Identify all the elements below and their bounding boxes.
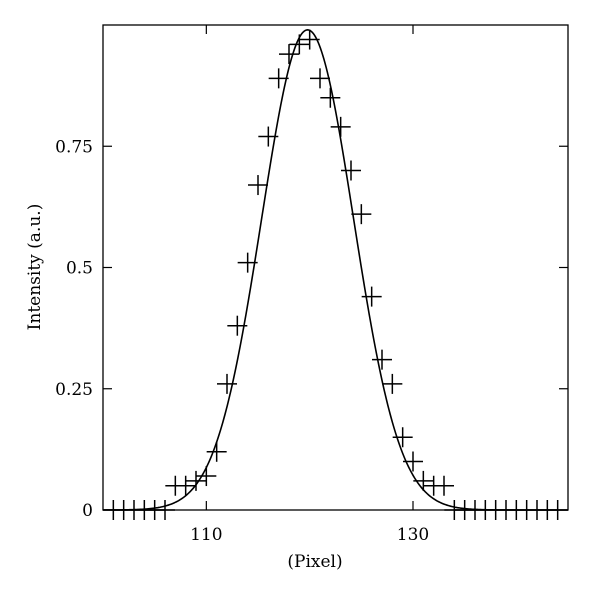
data-point-marker (351, 204, 372, 225)
data-point-marker (206, 441, 227, 462)
x-tick-label: 130 (397, 525, 429, 545)
y-axis-label: Intensity (a.u.) (25, 204, 45, 331)
data-point-marker (227, 315, 248, 336)
y-tick-label: 0.75 (55, 137, 93, 157)
data-point-marker (547, 500, 568, 520)
data-point-marker (403, 451, 423, 472)
y-tick-label: 0.5 (66, 259, 93, 279)
x-axis-label: (Pixel) (287, 552, 342, 572)
data-markers (103, 29, 568, 520)
data-point-marker (258, 126, 279, 147)
data-point-marker (310, 68, 330, 89)
data-point-marker (186, 470, 206, 491)
data-point-marker (155, 500, 175, 520)
data-point-marker (361, 286, 382, 307)
data-point-marker (434, 475, 454, 496)
data-point-marker (330, 116, 351, 137)
data-point-marker (175, 475, 196, 496)
data-point-marker (320, 87, 341, 108)
data-point-marker (392, 427, 413, 448)
data-point-marker (248, 175, 268, 196)
data-point-marker (341, 160, 361, 181)
y-tick-label: 0 (82, 501, 93, 521)
data-point-marker (196, 466, 217, 487)
x-tick-label: 110 (190, 525, 222, 545)
data-point-marker (299, 29, 320, 50)
axis-tick-labels: 110 130 0 0.25 0.5 0.75 (55, 137, 429, 545)
data-point-marker (289, 34, 310, 55)
data-point-marker (372, 349, 392, 370)
data-point-marker (268, 68, 289, 89)
data-point-marker (237, 252, 258, 273)
y-tick-label: 0.25 (55, 380, 93, 400)
data-point-marker (279, 44, 299, 65)
data-point-marker (382, 373, 403, 394)
data-point-marker (217, 373, 237, 394)
data-point-marker (413, 470, 434, 491)
fit-curve (102, 29, 568, 511)
